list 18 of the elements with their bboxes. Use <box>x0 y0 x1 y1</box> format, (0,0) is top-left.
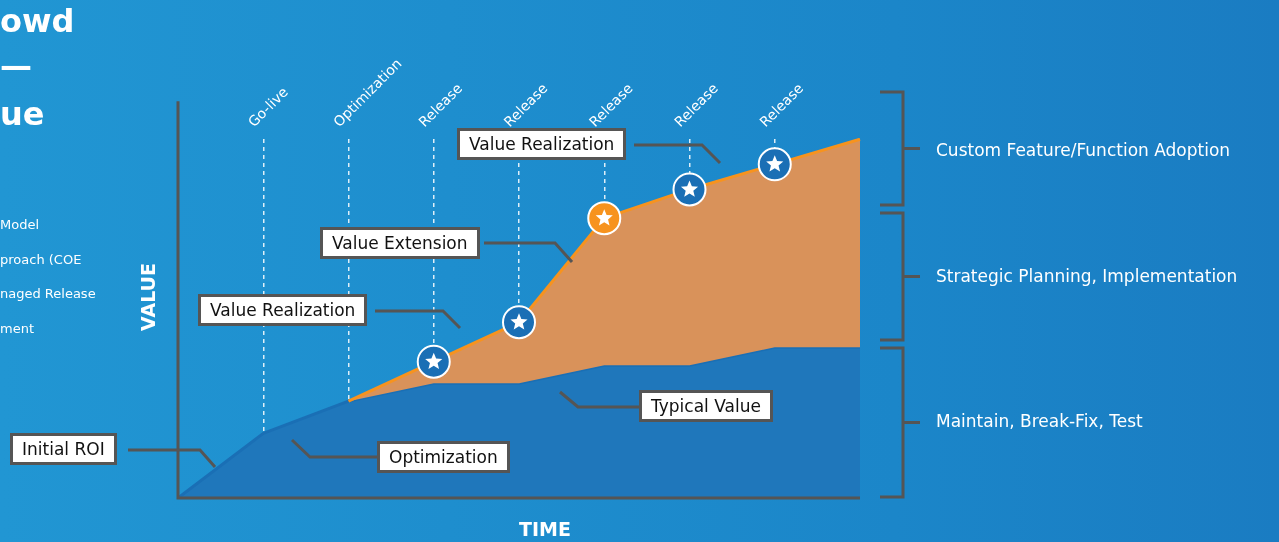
annotation: Value Realization <box>198 294 368 326</box>
annotation: Optimization <box>377 441 510 473</box>
text: Initial ROI <box>10 433 117 465</box>
annotation: Typical Value <box>639 390 773 422</box>
text: naged Release <box>0 286 96 301</box>
text: Custom Feature/Function Adoption <box>936 140 1231 160</box>
text: Model <box>0 217 40 232</box>
text: — <box>0 47 32 85</box>
text: ue <box>0 95 45 133</box>
text: Maintain, Break-Fix, Test <box>936 411 1143 431</box>
annotation: Value Realization <box>457 128 627 160</box>
x-axis-title: TIME <box>519 518 571 540</box>
annotation: Value Extension <box>320 227 480 259</box>
text: ment <box>0 321 34 336</box>
text: owd <box>0 2 75 40</box>
text: proach (COE <box>0 252 82 267</box>
text: Strategic Planning, Implementation <box>936 266 1238 286</box>
y-axis-title: VALUE <box>137 263 159 331</box>
